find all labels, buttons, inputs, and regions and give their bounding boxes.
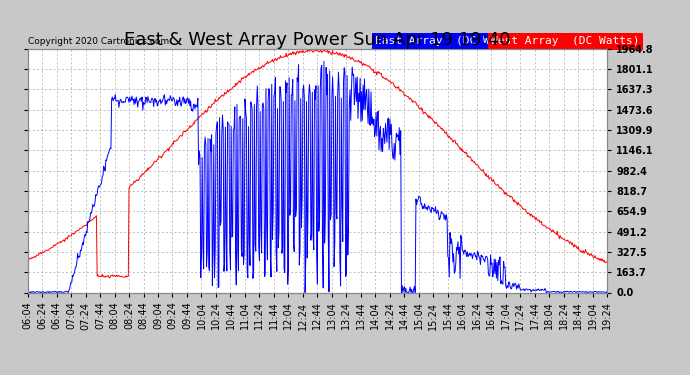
Text: East Array  (DC Watts): East Array (DC Watts) [375,36,524,46]
Text: West Array  (DC Watts): West Array (DC Watts) [491,36,640,46]
Text: Copyright 2020 Cartronics.com: Copyright 2020 Cartronics.com [28,38,169,46]
Title: East & West Array Power Sun Apr 19 19:40: East & West Array Power Sun Apr 19 19:40 [124,31,511,49]
